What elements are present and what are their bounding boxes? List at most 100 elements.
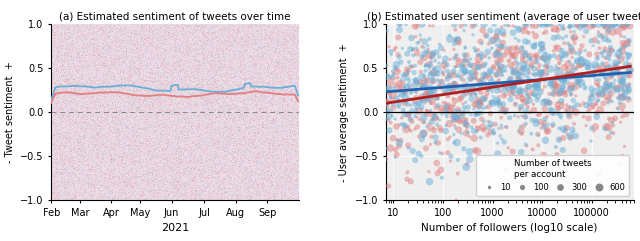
Point [196,65,206,69]
Point [173,59,183,62]
Point [89,145,99,149]
Point [119,74,129,78]
Point [215,27,225,31]
Point [89,173,99,177]
Point [74,147,84,151]
Point [144,110,154,114]
Point [239,158,250,162]
Point [82,153,92,157]
Point [200,53,210,56]
Point [235,63,245,67]
Point [99,54,109,58]
Point [220,118,230,122]
Point [152,134,163,138]
Point [65,177,75,181]
Point [210,32,220,35]
Point [101,97,111,100]
Point [167,34,177,38]
Point [213,185,223,189]
Point [239,49,250,53]
Point [120,196,130,200]
Point [195,114,205,118]
Point [182,88,192,92]
Point [142,61,152,65]
Point [160,49,170,53]
Point [196,43,206,47]
Point [61,141,72,145]
Point [185,187,195,191]
Point [610,65,620,69]
Point [73,146,83,150]
Point [124,100,134,103]
Point [229,126,239,130]
Point [128,189,138,193]
Point [63,54,74,58]
Point [270,190,280,194]
Point [250,62,260,66]
Point [69,148,79,152]
Point [75,140,85,143]
Point [130,54,140,58]
Point [67,71,77,75]
Point [291,162,301,166]
Point [79,136,89,140]
Point [250,102,260,106]
Point [219,169,229,173]
Point [67,32,77,36]
Point [170,89,180,93]
Point [86,126,97,130]
Point [416,86,426,90]
Point [101,115,111,119]
Point [102,53,112,57]
Point [170,33,180,37]
Point [264,44,274,48]
Point [164,93,175,97]
Point [53,51,63,55]
Point [167,190,177,194]
Point [260,132,270,136]
Point [99,165,109,169]
Point [260,27,271,31]
Point [264,63,275,67]
Point [179,147,189,151]
Point [79,44,89,47]
Point [99,191,109,195]
Point [504,116,515,120]
Point [79,109,89,113]
Point [177,82,187,86]
Point [178,167,188,170]
Point [260,174,271,178]
Point [239,97,250,100]
Point [131,82,141,86]
Point [161,139,171,142]
Point [262,169,273,173]
Point [253,29,263,33]
Point [289,143,299,147]
Point [511,25,521,29]
Point [232,197,242,201]
Point [88,59,98,63]
Point [154,141,164,145]
Point [88,119,98,122]
Point [154,76,164,80]
Point [276,195,286,199]
Point [255,89,266,93]
Point [129,158,140,162]
Point [109,92,119,96]
Point [220,98,230,102]
Point [99,117,109,121]
Point [131,151,141,155]
Point [118,117,129,121]
Point [141,117,151,121]
Point [567,128,577,132]
Point [185,91,195,95]
Point [72,190,83,194]
Point [159,48,169,52]
Point [217,169,227,173]
Point [256,60,266,64]
Point [70,54,81,58]
Point [74,132,84,136]
Point [270,98,280,102]
Point [221,117,232,121]
Point [86,166,96,169]
